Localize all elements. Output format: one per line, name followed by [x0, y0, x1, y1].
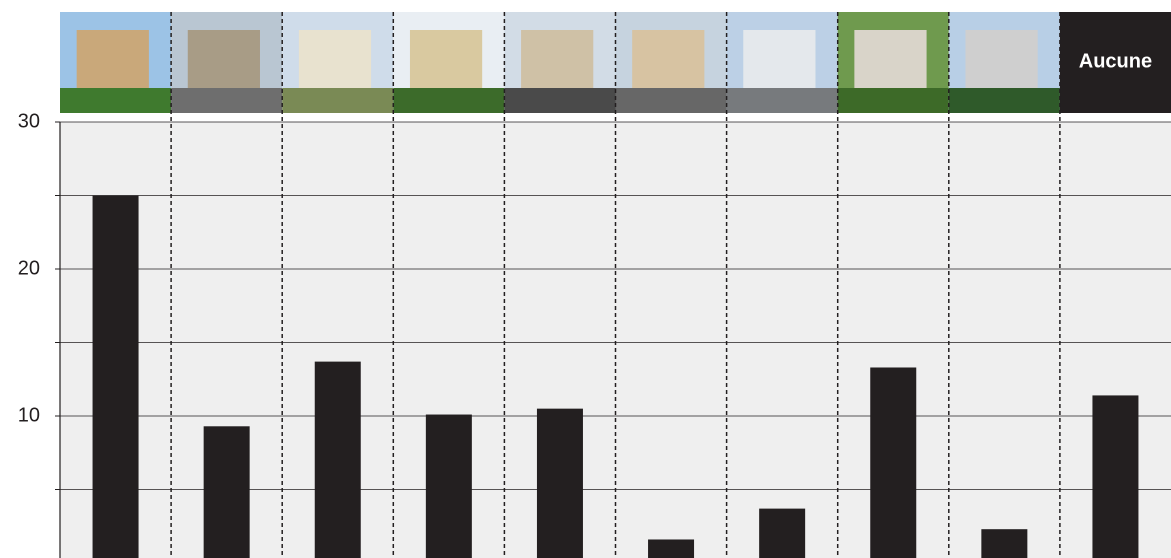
category-image-ground [60, 88, 172, 113]
bar [203, 426, 250, 558]
category-image-building [187, 30, 260, 95]
bar [536, 408, 583, 558]
category-image-building [854, 30, 927, 95]
bar [425, 414, 472, 558]
category-image-sky [1059, 12, 1171, 113]
category-image-ground [837, 88, 949, 113]
category-image-ground [282, 88, 394, 113]
category-image-building [298, 30, 372, 95]
category-image-ground [726, 88, 838, 113]
y-tick-label: 10 [18, 404, 40, 426]
y-tick-label: 30 [18, 110, 40, 132]
bar [314, 361, 361, 558]
category-image-ground [393, 88, 505, 113]
bar [92, 195, 139, 558]
category-image-building [521, 30, 594, 95]
category-image-ground [615, 88, 727, 113]
bar [648, 539, 695, 558]
bar [759, 508, 806, 558]
category-image-ground [504, 88, 616, 113]
bar [1092, 395, 1139, 558]
category-image-ground [171, 88, 283, 113]
bar [870, 367, 917, 558]
x-category-label: Aucune [1079, 50, 1152, 72]
category-image-building [965, 30, 1038, 95]
bar [981, 529, 1028, 558]
category-image-building [76, 30, 149, 95]
category-image-building [632, 30, 705, 95]
y-tick-label: 20 [18, 257, 40, 279]
category-image-building [409, 30, 483, 95]
category-image-building [743, 30, 816, 95]
category-image-ground [948, 88, 1060, 113]
